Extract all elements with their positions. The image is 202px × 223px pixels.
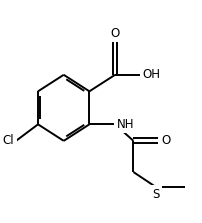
Text: NH: NH [117, 118, 134, 131]
Text: OH: OH [143, 68, 161, 81]
Text: Cl: Cl [3, 134, 14, 147]
Text: O: O [161, 134, 170, 147]
Text: O: O [110, 27, 120, 40]
Text: S: S [152, 188, 159, 200]
